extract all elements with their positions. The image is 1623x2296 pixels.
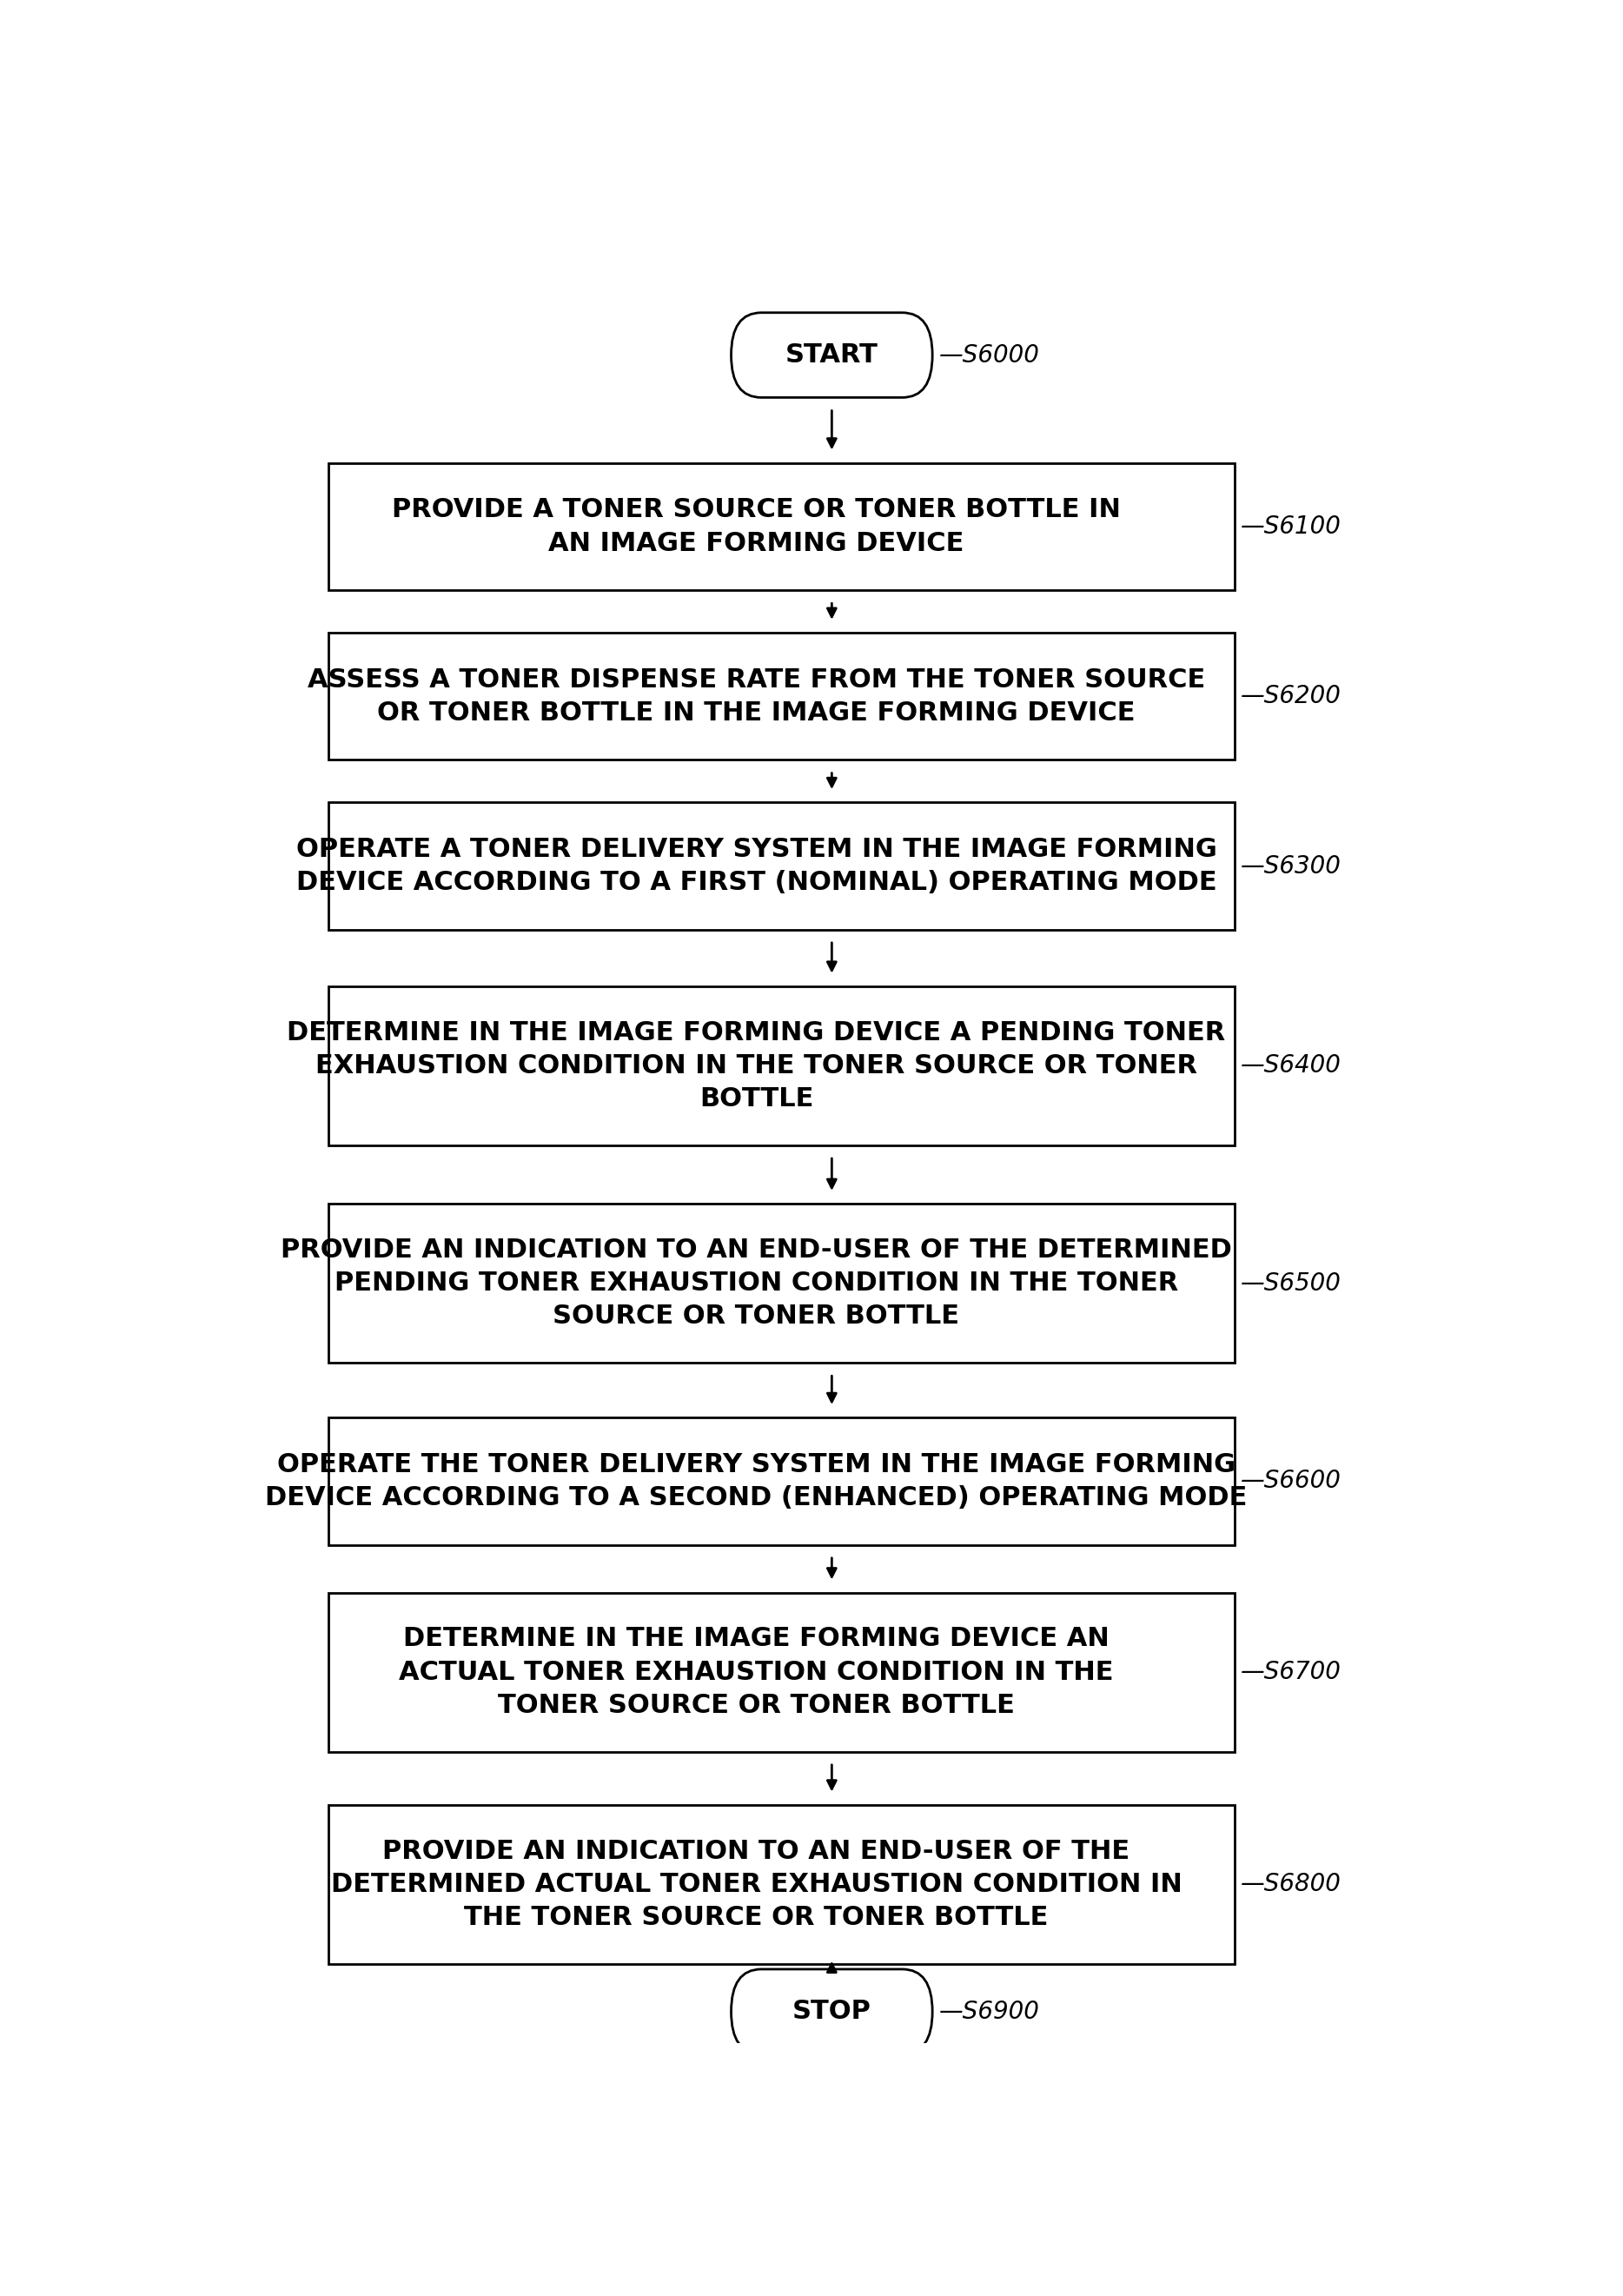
Text: START: START [786,342,878,367]
Text: ASSESS A TONER DISPENSE RATE FROM THE TONER SOURCE
OR TONER BOTTLE IN THE IMAGE : ASSESS A TONER DISPENSE RATE FROM THE TO… [307,668,1206,726]
Text: PROVIDE AN INDICATION TO AN END-USER OF THE DETERMINED
PENDING TONER EXHAUSTION : PROVIDE AN INDICATION TO AN END-USER OF … [281,1238,1232,1329]
FancyBboxPatch shape [329,1203,1235,1364]
FancyBboxPatch shape [329,1805,1235,1963]
Text: PROVIDE A TONER SOURCE OR TONER BOTTLE IN
AN IMAGE FORMING DEVICE: PROVIDE A TONER SOURCE OR TONER BOTTLE I… [391,498,1121,556]
Text: —S6500: —S6500 [1240,1272,1341,1295]
FancyBboxPatch shape [730,1970,932,2055]
FancyBboxPatch shape [329,634,1235,760]
FancyBboxPatch shape [329,987,1235,1146]
FancyBboxPatch shape [730,312,932,397]
Text: DETERMINE IN THE IMAGE FORMING DEVICE AN
ACTUAL TONER EXHAUSTION CONDITION IN TH: DETERMINE IN THE IMAGE FORMING DEVICE AN… [399,1626,1113,1717]
Text: OPERATE A TONER DELIVERY SYSTEM IN THE IMAGE FORMING
DEVICE ACCORDING TO A FIRST: OPERATE A TONER DELIVERY SYSTEM IN THE I… [295,836,1217,895]
Text: OPERATE THE TONER DELIVERY SYSTEM IN THE IMAGE FORMING
DEVICE ACCORDING TO A SEC: OPERATE THE TONER DELIVERY SYSTEM IN THE… [265,1451,1248,1511]
Text: —S6000: —S6000 [938,342,1039,367]
Text: PROVIDE AN INDICATION TO AN END-USER OF THE
DETERMINED ACTUAL TONER EXHAUSTION C: PROVIDE AN INDICATION TO AN END-USER OF … [331,1839,1182,1931]
Text: DETERMINE IN THE IMAGE FORMING DEVICE A PENDING TONER
EXHAUSTION CONDITION IN TH: DETERMINE IN THE IMAGE FORMING DEVICE A … [287,1019,1225,1111]
Text: —S6900: —S6900 [938,2000,1039,2023]
Text: —S6600: —S6600 [1240,1469,1341,1492]
Text: STOP: STOP [792,2000,872,2025]
FancyBboxPatch shape [329,1417,1235,1545]
Text: —S6100: —S6100 [1240,514,1341,540]
Text: —S6400: —S6400 [1240,1054,1341,1077]
FancyBboxPatch shape [329,464,1235,590]
Text: —S6300: —S6300 [1240,854,1341,877]
FancyBboxPatch shape [329,801,1235,930]
FancyBboxPatch shape [329,1593,1235,1752]
Text: —S6800: —S6800 [1240,1871,1341,1896]
Text: —S6700: —S6700 [1240,1660,1341,1685]
Text: —S6200: —S6200 [1240,684,1341,709]
